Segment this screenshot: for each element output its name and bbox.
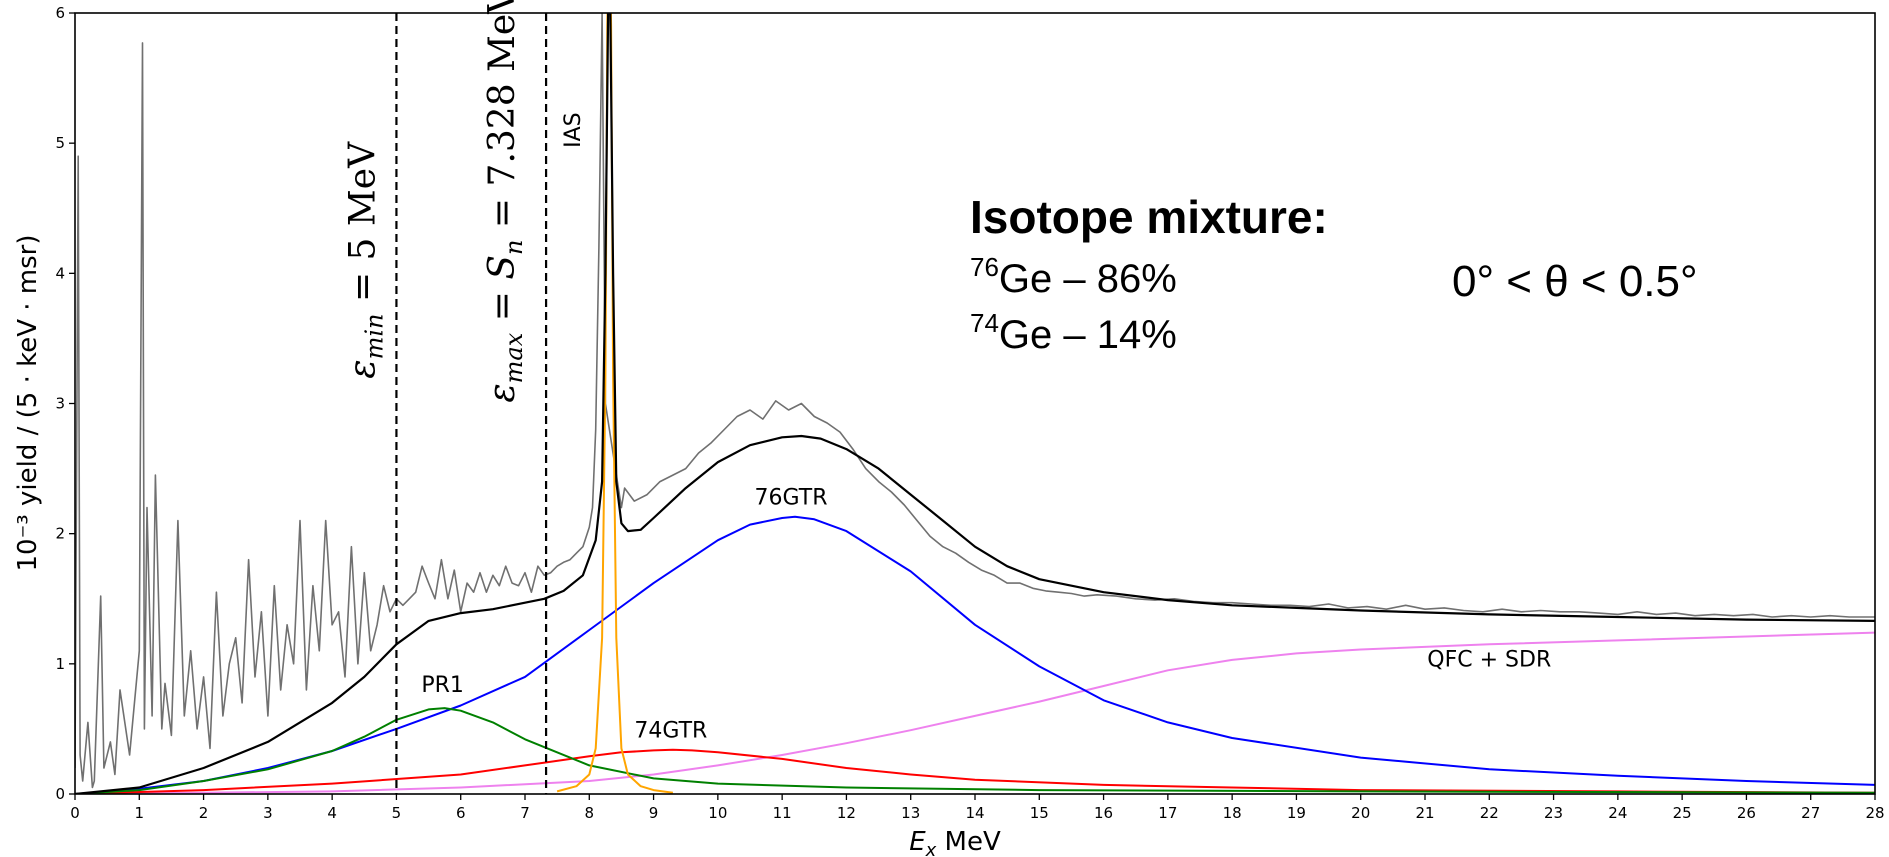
y-tick-label: 0: [55, 785, 65, 803]
x-tick-label: 7: [520, 804, 530, 822]
qfc-sdr-label: QFC + SDR: [1427, 647, 1551, 672]
x-tick-label: 21: [1415, 804, 1434, 822]
x-tick-label: 8: [585, 804, 595, 822]
angle-range-label: 0° < θ < 0.5°: [1452, 257, 1698, 306]
x-tick-label: 20: [1351, 804, 1370, 822]
y-axis-label: 10⁻³ yield / (5 · keV · msr): [13, 234, 43, 571]
mixture-ge76: 76Ge – 86%: [970, 252, 1177, 301]
x-tick-label: 15: [1030, 804, 1049, 822]
76gtr-label: 76GTR: [755, 486, 828, 511]
x-tick-label: 11: [773, 804, 792, 822]
x-tick-label: 1: [135, 804, 145, 822]
x-tick-label: 27: [1801, 804, 1820, 822]
x-tick-label: 26: [1737, 804, 1756, 822]
x-tick-label: 2: [199, 804, 209, 822]
x-tick-label: 10: [708, 804, 727, 822]
y-tick-label: 2: [55, 525, 65, 543]
mixture-title: Isotope mixture:: [970, 191, 1328, 243]
x-tick-label: 18: [1223, 804, 1242, 822]
74gtr-label: 74GTR: [634, 719, 707, 744]
x-tick-label: 22: [1480, 804, 1499, 822]
x-tick-label: 14: [965, 804, 984, 822]
pr1-label: PR1: [421, 673, 464, 698]
x-tick-label: 25: [1673, 804, 1692, 822]
y-axis-ticks: 0 1 2 3 4 5 6: [55, 4, 75, 803]
x-axis-label: Ex MeV: [909, 827, 1001, 857]
y-tick-label: 1: [55, 655, 65, 673]
x-tick-label: 23: [1544, 804, 1563, 822]
x-tick-label: 24: [1608, 804, 1627, 822]
x-tick-label: 9: [649, 804, 659, 822]
x-tick-label: 28: [1865, 804, 1884, 822]
y-tick-label: 6: [55, 4, 65, 22]
ias-label: IAS: [561, 112, 586, 148]
x-tick-label: 13: [901, 804, 920, 822]
x-tick-label: 16: [1094, 804, 1113, 822]
x-tick-label: 6: [456, 804, 466, 822]
x-tick-label: 17: [1158, 804, 1177, 822]
x-tick-label: 12: [837, 804, 856, 822]
mixture-ge74: 74Ge – 14%: [970, 308, 1177, 357]
x-tick-label: 4: [327, 804, 337, 822]
x-tick-label: 5: [392, 804, 402, 822]
y-tick-label: 4: [55, 264, 65, 282]
x-tick-label: 3: [263, 804, 273, 822]
x-tick-label: 19: [1287, 804, 1306, 822]
x-tick-label: 0: [70, 804, 80, 822]
x-axis-ticks: 0 1 2 3 4 5 6 7 8 9 10 11 12 13 14 15 16 17 18 19 20 21 22 23 24…: [70, 794, 1884, 822]
y-tick-label: 3: [55, 395, 65, 413]
y-tick-label: 5: [55, 134, 65, 152]
